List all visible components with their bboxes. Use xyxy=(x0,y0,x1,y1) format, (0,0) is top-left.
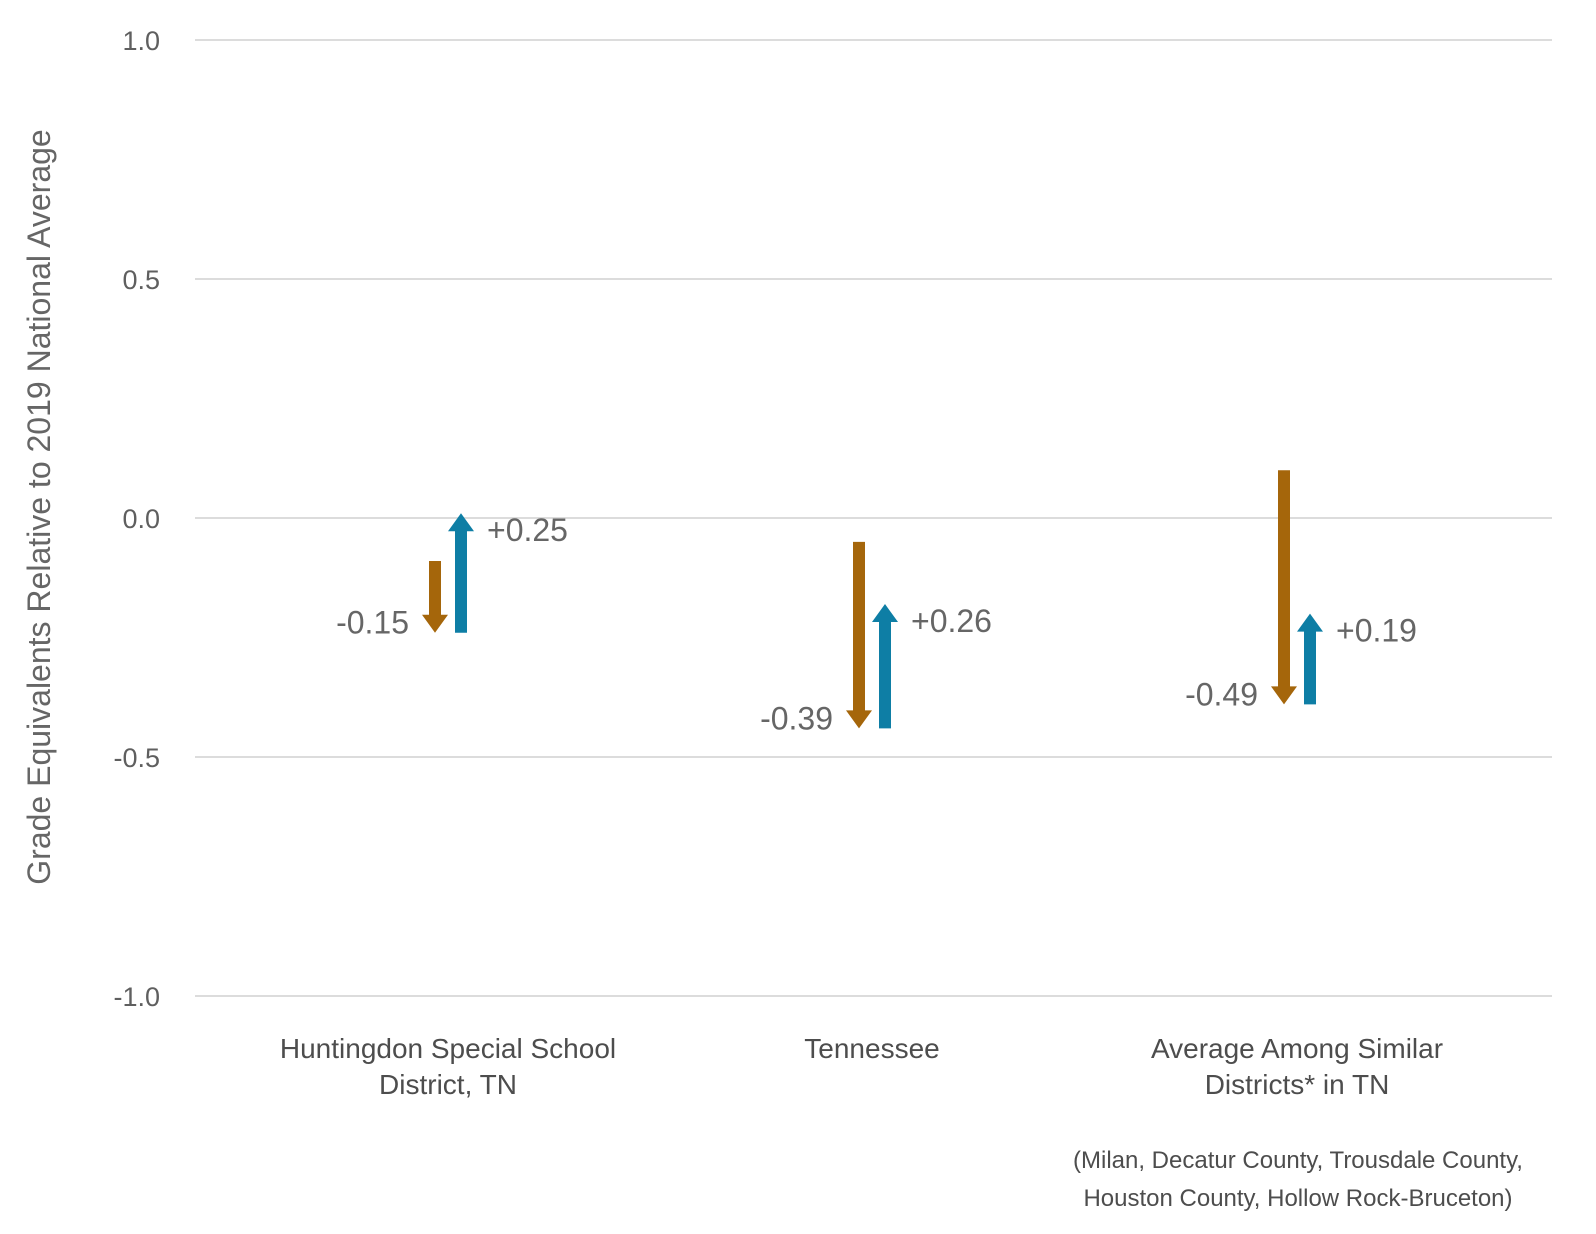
x-axis-categories: Huntingdon Special School District, TN Ten… xyxy=(280,1033,1443,1100)
arrows xyxy=(422,470,1323,729)
footnote-line: Houston County, Hollow Rock-Bruceton) xyxy=(1083,1185,1512,1212)
footnote-line: (Milan, Decatur County, Trousdale County… xyxy=(1073,1147,1523,1174)
recovery-label: +0.26 xyxy=(911,603,992,639)
y-tick-label: -1.0 xyxy=(113,982,160,1012)
recovery-arrow xyxy=(1297,613,1323,705)
recovery-arrow xyxy=(872,604,898,729)
y-tick-label: 1.0 xyxy=(122,26,160,56)
category-label: Districts* in TN xyxy=(1205,1069,1390,1100)
category-label: Huntingdon Special School xyxy=(280,1033,616,1064)
recovery-label: +0.25 xyxy=(487,512,568,548)
decline-arrow xyxy=(1271,470,1297,705)
recovery-label: +0.19 xyxy=(1336,613,1417,649)
recovery-arrow xyxy=(448,513,474,633)
y-axis-title: Grade Equivalents Relative to 2019 Natio… xyxy=(21,129,57,884)
decline-label: -0.15 xyxy=(336,605,409,641)
decline-arrow xyxy=(422,561,448,633)
category-label: District, TN xyxy=(379,1069,517,1100)
footnote: (Milan, Decatur County, Trousdale County… xyxy=(1073,1147,1523,1212)
decline-arrow xyxy=(846,541,872,729)
data-labels: -0.15 +0.25 -0.39 +0.26 -0.49 +0.19 xyxy=(336,512,1417,736)
gridlines xyxy=(195,39,1552,997)
category-label: Average Among Similar xyxy=(1151,1033,1443,1064)
y-tick-label: 0.0 xyxy=(122,504,160,534)
y-tick-label: -0.5 xyxy=(113,743,160,773)
y-tick-label: 0.5 xyxy=(122,265,160,295)
category-label: Tennessee xyxy=(804,1033,939,1064)
y-axis-ticks: 1.0 0.5 0.0 -0.5 -1.0 xyxy=(113,26,160,1012)
decline-label: -0.39 xyxy=(760,700,833,736)
decline-label: -0.49 xyxy=(1185,676,1258,712)
